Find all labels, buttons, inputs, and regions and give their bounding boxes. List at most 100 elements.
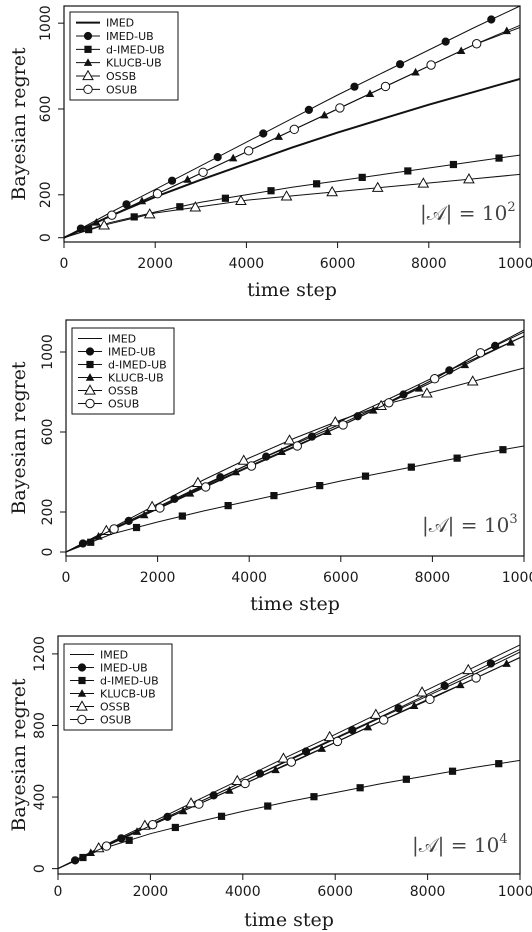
data-point (448, 767, 457, 775)
x-tick-label: 4000 (225, 884, 261, 900)
data-point (109, 524, 119, 534)
data-point (404, 167, 412, 175)
data-point (320, 110, 329, 119)
data-point (132, 523, 141, 532)
y-tick-label: 600 (40, 419, 56, 446)
data-point (289, 124, 299, 135)
y-tick-label: 1000 (40, 334, 56, 370)
series-line (63, 173, 521, 239)
legend-label: OSUB (100, 714, 131, 727)
x-tick-label: 8000 (411, 256, 447, 272)
data-point (87, 538, 95, 546)
annotation-exponent: 2 (507, 200, 515, 215)
x-tick-label: 2000 (137, 256, 173, 272)
legend-label: d-IMED-UB (100, 675, 159, 688)
legend-label: OSUB (108, 398, 139, 411)
y-tick-label: 200 (38, 181, 54, 208)
legend-label: IMED-UB (100, 662, 148, 675)
data-point (487, 15, 496, 24)
data-point (365, 89, 375, 97)
legend-label: IMED (100, 649, 128, 662)
series-imed-ub (63, 5, 521, 239)
data-point (323, 730, 336, 742)
annotation: |𝒜| = 104 (412, 832, 508, 858)
legend-item-ossb: OSSB (78, 384, 138, 398)
data-point (453, 454, 461, 462)
data-point (274, 132, 283, 140)
data-point (198, 167, 208, 177)
legend-marker (84, 384, 96, 395)
data-point (125, 836, 133, 844)
series-osub (65, 329, 525, 553)
y-tick-label: 400 (32, 784, 48, 811)
series-line (65, 367, 525, 553)
series-line (63, 154, 521, 239)
y-axis-label: Bayesian regret (8, 361, 30, 515)
legend-item-ossb: OSSB (76, 69, 136, 83)
x-tick-label: 2000 (133, 884, 169, 900)
data-point (350, 82, 359, 91)
legend-marker (76, 700, 88, 711)
data-point (411, 67, 420, 76)
series-osub (63, 27, 521, 239)
y-axis-label: Bayesian regret (8, 47, 30, 201)
x-tick-label: 4000 (231, 570, 267, 586)
data-point (259, 129, 268, 138)
data-point (395, 60, 405, 69)
legend-marker (77, 714, 87, 725)
legend-marker (85, 373, 95, 381)
legend-item-imed: IMED (76, 17, 134, 30)
data-point (100, 524, 113, 535)
plot-frame (63, 5, 521, 243)
annotation-base: |𝒜| = 10 (412, 833, 499, 858)
data-point (235, 194, 247, 206)
legend-item-imed: IMED (78, 333, 136, 346)
x-tick-label: 8000 (410, 884, 446, 900)
legend-label: OSSB (100, 701, 130, 714)
data-point (429, 374, 440, 384)
x-tick-label: 0 (54, 884, 63, 900)
y-tick-label: 600 (38, 96, 54, 123)
data-point (495, 154, 503, 162)
x-tick-label: 8000 (415, 570, 451, 586)
y-tick-label: 1000 (38, 5, 54, 41)
data-point (280, 190, 293, 201)
y-axis-label: Bayesian regret (8, 678, 30, 832)
annotation-base: |𝒜| = 10 (420, 201, 507, 226)
data-point (237, 454, 250, 465)
data-point (416, 686, 428, 697)
data-point (213, 153, 222, 162)
data-point (221, 194, 230, 202)
legend-marker (77, 663, 87, 672)
data-point (414, 383, 424, 392)
series-line (57, 644, 521, 870)
annotation: |𝒜| = 102 (420, 200, 516, 226)
legend-marker (83, 31, 93, 41)
x-tick-label: 6000 (323, 570, 359, 586)
y-tick-label: 0 (32, 864, 48, 873)
data-point (92, 841, 105, 853)
x-tick-label: 2000 (140, 570, 176, 586)
plot-frame (57, 635, 521, 875)
legend-item-d-imed-ub: d-IMED-UB (78, 359, 167, 372)
data-point (310, 793, 318, 801)
legend-marker (83, 84, 93, 95)
legend-item-d-imed-ub: d-IMED-UB (70, 675, 159, 688)
data-point (425, 694, 435, 705)
legend-item-imed-ub: IMED-UB (76, 30, 154, 43)
legend-item-imed-ub: IMED-UB (70, 662, 148, 675)
data-point (380, 81, 391, 92)
data-point (148, 819, 158, 830)
data-point (358, 173, 366, 181)
data-point (356, 784, 364, 792)
legend-marker (86, 360, 94, 369)
data-point (332, 736, 343, 747)
data-point (361, 472, 370, 480)
data-point (200, 482, 211, 492)
data-point (426, 60, 436, 70)
data-point (502, 26, 511, 35)
